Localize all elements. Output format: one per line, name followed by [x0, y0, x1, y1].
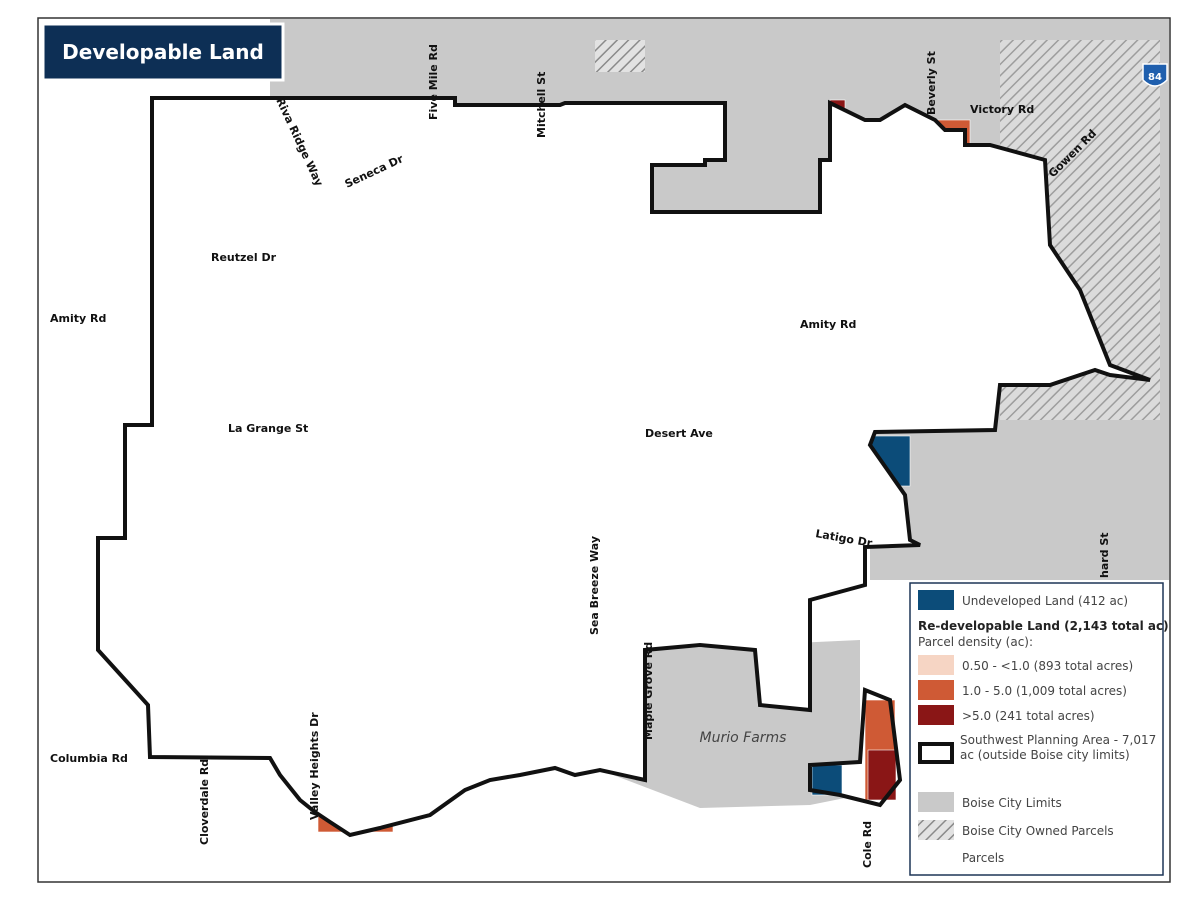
place-label: Murio Farms [700, 730, 787, 746]
legend-swatch [918, 590, 954, 610]
legend-label-box: Southwest Planning Area - 7,017 ac (outs… [960, 733, 1157, 762]
road-label: La Grange St [228, 422, 308, 435]
legend-swatch [918, 742, 954, 764]
road-label: Reutzel Dr [211, 251, 277, 264]
map-title: Developable Land [62, 40, 264, 64]
road-label: Cloverdale Rd [198, 759, 211, 845]
planning-boundary [808, 687, 903, 808]
legend-label: Boise City Limits [962, 796, 1062, 810]
legend: Undeveloped Land (412 ac) Re-developable… [909, 582, 1169, 876]
road-label: Desert Ave [645, 427, 713, 440]
legend-label: Parcels [962, 851, 1004, 865]
legend-label: Southwest Planning Area - 7,017 ac (outs… [960, 733, 1157, 762]
legend-swatch [918, 705, 954, 725]
legend-label: Boise City Owned Parcels [962, 824, 1114, 838]
road-label: Cole Rd [861, 821, 874, 868]
legend-heading: Re-developable Land (2,143 total ac) [918, 619, 1169, 633]
road-label: Valley Heights Dr [308, 712, 321, 820]
road-label: Mitchell St [535, 72, 548, 138]
legend-swatch [918, 820, 954, 840]
legend-swatch [918, 792, 954, 812]
legend-subheading: Parcel density (ac): [918, 635, 1033, 649]
road-label: Five Mile Rd [427, 44, 440, 120]
road-label: hard St [1098, 532, 1111, 578]
interstate-label: 84 [1148, 72, 1162, 83]
title-box [41, 22, 285, 82]
road-label: Amity Rd [800, 318, 856, 331]
road-label: Beverly St [925, 51, 938, 115]
city-owned [595, 40, 645, 72]
road-label: Columbia Rd [50, 752, 128, 765]
road-label: Victory Rd [970, 103, 1034, 116]
legend-label: >5.0 (241 total acres) [962, 709, 1095, 723]
road-label: Maple Grove Rd [642, 642, 655, 740]
legend-label: 1.0 - 5.0 (1,009 total acres) [962, 684, 1127, 698]
legend-label: Undeveloped Land (412 ac) [962, 594, 1128, 608]
legend-label: 0.50 - <1.0 (893 total acres) [962, 659, 1133, 673]
interstate-shield [1142, 63, 1168, 87]
road-label: Sea Breeze Way [588, 536, 601, 635]
road-label: Amity Rd [50, 312, 106, 325]
legend-swatch [918, 680, 954, 700]
legend-swatch [918, 655, 954, 675]
